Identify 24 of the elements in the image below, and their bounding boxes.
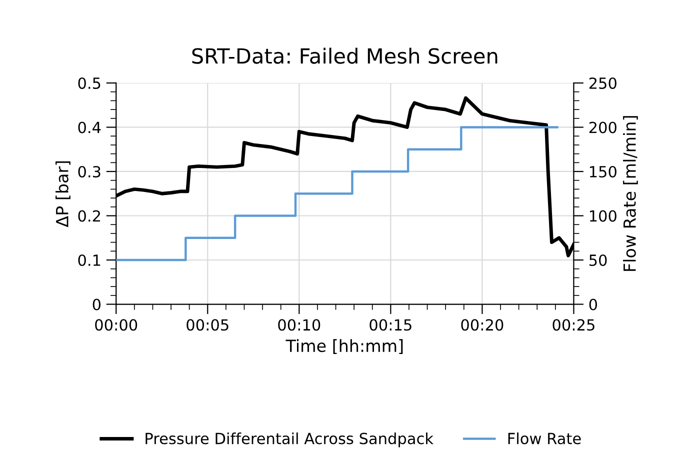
y2-tick-label: 50 [589, 254, 607, 266]
y-tick-label: 0.5 [78, 77, 100, 89]
y-tick-label: 0.4 [78, 122, 101, 134]
x-tick-label: 00:10 [278, 319, 320, 331]
x-tick-label: 00:25 [552, 319, 594, 331]
chart-title: SRT-Data: Failed Mesh Screen [192, 48, 498, 64]
x-tick-label: 00:00 [95, 319, 138, 331]
y-tick-label: 0 [92, 298, 101, 310]
legend-label: Pressure Differentail Across Sandpack [146, 432, 434, 448]
x-axis-title: Time [hh:mm] [286, 339, 403, 354]
y-axis-title: ΔP [bar] [56, 161, 70, 228]
y2-axis-title: Flow Rate [ml/min] [623, 116, 638, 271]
y-tick-label: 0.1 [78, 254, 100, 266]
y2-tick-label: 100 [590, 210, 616, 222]
x-tick-label: 00:15 [370, 319, 412, 331]
y2-tick-label: 250 [589, 77, 616, 89]
x-tick-label: 00:20 [461, 319, 504, 331]
y2-tick-label: 0 [589, 298, 598, 310]
y-tick-label: 0.2 [78, 210, 100, 222]
y2-tick-label: 150 [590, 166, 616, 178]
x-tick-label: 00:05 [186, 319, 228, 331]
y-tick-label: 0.3 [78, 166, 100, 178]
y2-tick-label: 200 [589, 122, 616, 134]
legend-label: Flow Rate [508, 432, 581, 444]
